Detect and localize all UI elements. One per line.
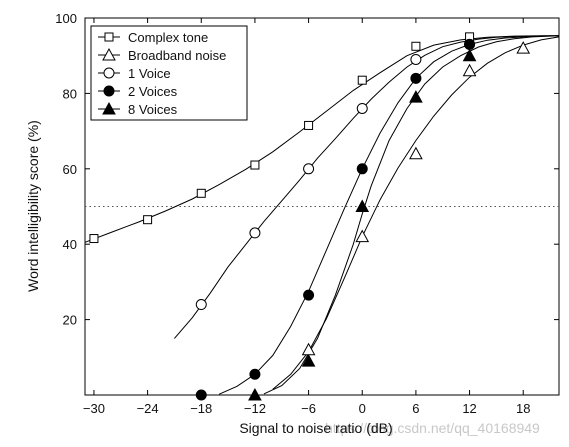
point-2-voices (249, 368, 261, 380)
point-complex-tone (250, 160, 260, 170)
y-tick-label: 60 (63, 162, 77, 177)
point-2-voices (464, 38, 476, 50)
x-tick-label: 18 (516, 401, 530, 416)
point-2-voices (356, 163, 368, 175)
x-tick-label: −24 (137, 401, 159, 416)
point-complex-tone (143, 215, 153, 225)
curve-broadband-noise (272, 36, 560, 390)
point-1-voice (249, 227, 261, 239)
legend-label-2-voices: 2 Voices (128, 84, 178, 99)
point-broadband-noise (409, 146, 423, 160)
legend-marker-broadband-noise (102, 47, 116, 61)
curve-complex-tone (84, 35, 559, 243)
y-axis-title: Word intelligibility score (%) (25, 120, 41, 292)
point-8-voices (409, 90, 423, 103)
legend-marker-2-voices (103, 85, 115, 97)
x-axis-title: Signal to noise ratio (dB) (239, 420, 392, 436)
legend-label-complex-tone: Complex tone (128, 30, 208, 45)
point-broadband-noise (355, 229, 370, 243)
y-tick-label: 100 (55, 11, 77, 26)
x-tick-label: 0 (359, 401, 366, 416)
legend-marker-1-voice (103, 67, 115, 79)
legend-items: Complex tone Broadband noise 1 Voice 2 Voic… (98, 30, 226, 117)
point-1-voice (356, 102, 368, 114)
legend-label-broadband-noise: Broadband noise (128, 48, 226, 63)
y-axis-ticks: 20 40 60 80 100 (55, 11, 559, 328)
y-tick-label: 40 (63, 237, 77, 252)
point-complex-tone (89, 234, 99, 244)
x-tick-label: −18 (190, 401, 212, 416)
point-1-voice (303, 163, 315, 175)
watermark: https://blog.csdn.net/qq_40168949 (325, 420, 540, 436)
x-tick-label: −6 (301, 401, 316, 416)
point-8-voices (301, 354, 316, 367)
point-1-voice (410, 53, 422, 65)
point-8-voices (462, 48, 477, 62)
y-tick-label: 20 (63, 313, 77, 328)
point-1-voice (195, 299, 207, 311)
x-tick-label: −12 (244, 401, 266, 416)
point-8-voices (355, 199, 370, 212)
point-complex-tone (196, 188, 206, 198)
point-broadband-noise (516, 41, 531, 54)
legend-label-8-voices: 8 Voices (128, 102, 178, 117)
point-complex-tone (304, 120, 314, 130)
legend-label-1-voice: 1 Voice (128, 66, 171, 81)
point-complex-tone (357, 75, 367, 85)
point-broadband-noise (462, 63, 477, 77)
legend-marker-8-voices (102, 101, 116, 115)
data-markers (89, 32, 531, 401)
point-complex-tone (411, 41, 421, 51)
curve-1-voice (174, 35, 559, 339)
x-tick-label: 6 (412, 401, 419, 416)
legend: Complex tone Broadband noise 1 Voice 2 Voic… (90, 25, 248, 121)
curve-2-voices (218, 35, 560, 395)
y-tick-label: 80 (63, 86, 77, 101)
curve-8-voices (263, 35, 560, 395)
x-tick-label: 12 (462, 401, 476, 416)
x-tick-label: −30 (83, 401, 105, 416)
point-2-voices (410, 72, 422, 84)
point-2-voices (303, 289, 315, 301)
x-axis-ticks: −30 −24 −18 −12 −6 0 6 12 18 (83, 18, 530, 416)
fitted-curves (84, 35, 560, 395)
legend-marker-complex-tone (104, 32, 114, 42)
